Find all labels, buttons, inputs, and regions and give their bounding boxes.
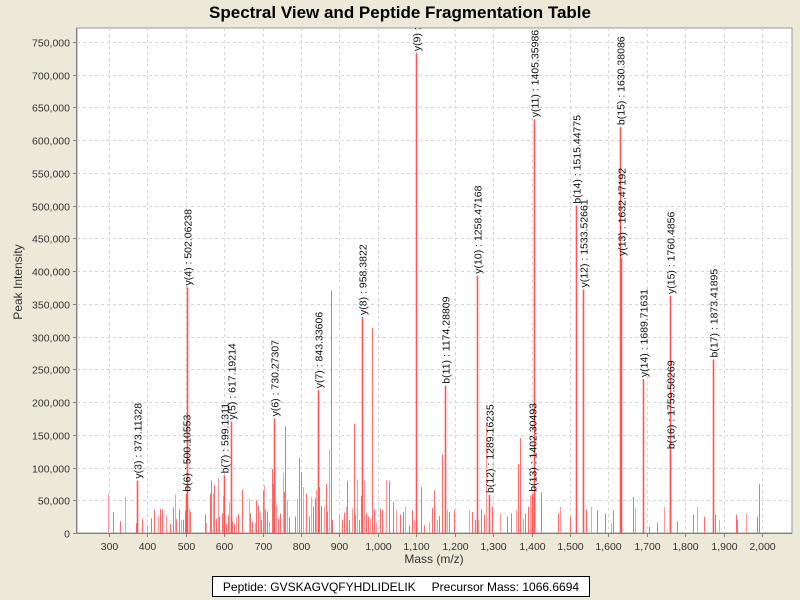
x-tick-label: 600 xyxy=(216,541,234,553)
y-ticks: 0 50,000 100,000 150,000 200,000 250,000 300,0… xyxy=(32,38,77,541)
y-axis-label: Peak Intensity xyxy=(11,244,25,319)
peak-label: y(9) : xyxy=(412,27,424,51)
x-tick-label: 1,200 xyxy=(442,541,468,553)
legend-box: Peptide: GVSKAGVQFYHDLIDELIK Precursor M… xyxy=(212,576,590,597)
peak-label: b(13) : 1402.30493 xyxy=(528,403,540,492)
y-tick-label: 200,000 xyxy=(32,398,70,410)
x-tick-label: 400 xyxy=(139,541,157,553)
peak-label: b(6) : 500.10553 xyxy=(182,415,194,492)
x-tick-label: 1,500 xyxy=(557,541,583,553)
x-tick-label: 1,700 xyxy=(634,541,660,553)
x-axis-label: Mass (m/z) xyxy=(404,552,463,566)
y-tick-label: 500,000 xyxy=(32,202,70,214)
peak-label: y(7) : 843.33606 xyxy=(314,312,326,389)
peaks xyxy=(108,53,760,533)
chart-title: Spectral View and Peptide Fragmentation … xyxy=(209,3,591,22)
x-tick-label: 1,600 xyxy=(595,541,621,553)
spectrum-chart: y(3) : 373.11328 b(6) : 500.10553 y(4) : 5… xyxy=(11,27,793,566)
peak-label: y(14) : 1689.71631 xyxy=(639,289,651,377)
peak-annotations: y(3) : 373.11328 b(6) : 500.10553 y(4) : 5… xyxy=(133,27,721,493)
y-tick-label: 400,000 xyxy=(32,267,70,279)
precursor-mass-label: Precursor Mass: 1066.6694 xyxy=(431,579,580,594)
peak-label: y(12) : 1533.52661 xyxy=(579,199,591,287)
x-tick-label: 900 xyxy=(331,541,349,553)
peak-label: y(15) : 1760.4856 xyxy=(666,212,678,294)
x-tick-label: 800 xyxy=(293,541,311,553)
y-tick-label: 50,000 xyxy=(38,496,70,508)
y-tick-label: 450,000 xyxy=(32,234,70,246)
grid-lines xyxy=(77,28,792,533)
peak-label: y(5) : 617.19214 xyxy=(227,343,239,420)
x-tick-label: 1,900 xyxy=(711,541,737,553)
peptide-label: Peptide: GVSKAGVQFYHDLIDELIK xyxy=(222,579,416,594)
peak-label: b(7) : 599.1311 xyxy=(220,403,232,474)
x-tick-label: 1,300 xyxy=(480,541,506,553)
y-tick-label: 350,000 xyxy=(32,300,70,312)
peak-label: y(3) : 373.11328 xyxy=(133,403,145,479)
peak-label: b(12) : 1289.16235 xyxy=(485,404,497,493)
peak-label: y(4) : 502.06238 xyxy=(183,209,195,286)
x-tick-label: 1,000 xyxy=(365,541,391,553)
y-tick-label: 700,000 xyxy=(32,71,70,83)
x-tick-label: 1,400 xyxy=(519,541,545,553)
peak-label: y(6) : 730.27307 xyxy=(270,340,282,417)
x-tick-label: 700 xyxy=(255,541,273,553)
x-tick-label: 500 xyxy=(178,541,196,553)
plot-area xyxy=(76,27,793,534)
x-tick-label: 2,000 xyxy=(749,541,775,553)
peak-label: b(11) : 1174.28809 xyxy=(441,296,453,383)
peak-label: y(13) : 1632.47192 xyxy=(617,168,629,256)
y-tick-label: 100,000 xyxy=(32,464,70,476)
peak-label: y(10) : 1258.47168 xyxy=(473,185,485,273)
peak-label: b(16) : 1759.50269 xyxy=(666,360,678,449)
y-tick-label: 600,000 xyxy=(32,136,70,148)
peak-label: y(11) : 1405.35986 xyxy=(530,30,542,118)
peak-label: b(14) : 1515.44775 xyxy=(572,115,584,204)
y-tick-label: 0 xyxy=(64,529,70,541)
x-ticks: 300 400 500 600 700 800 900 1,000 1,100 1,200 1,30… xyxy=(101,533,776,553)
x-tick-label: 1,800 xyxy=(672,541,698,553)
x-tick-label: 1,100 xyxy=(403,541,429,553)
y-tick-label: 650,000 xyxy=(32,103,70,115)
y-tick-label: 750,000 xyxy=(32,38,70,50)
peak-label: y(8) : 958.3822 xyxy=(358,244,370,315)
peak-label: b(15) : 1630.38086 xyxy=(616,36,628,125)
peak-label: b(17) : 1873.41895 xyxy=(709,269,721,358)
y-tick-label: 300,000 xyxy=(32,333,70,345)
y-tick-label: 150,000 xyxy=(32,431,70,443)
x-tick-label: 300 xyxy=(101,541,119,553)
y-tick-label: 550,000 xyxy=(32,169,70,181)
y-tick-label: 250,000 xyxy=(32,365,70,377)
